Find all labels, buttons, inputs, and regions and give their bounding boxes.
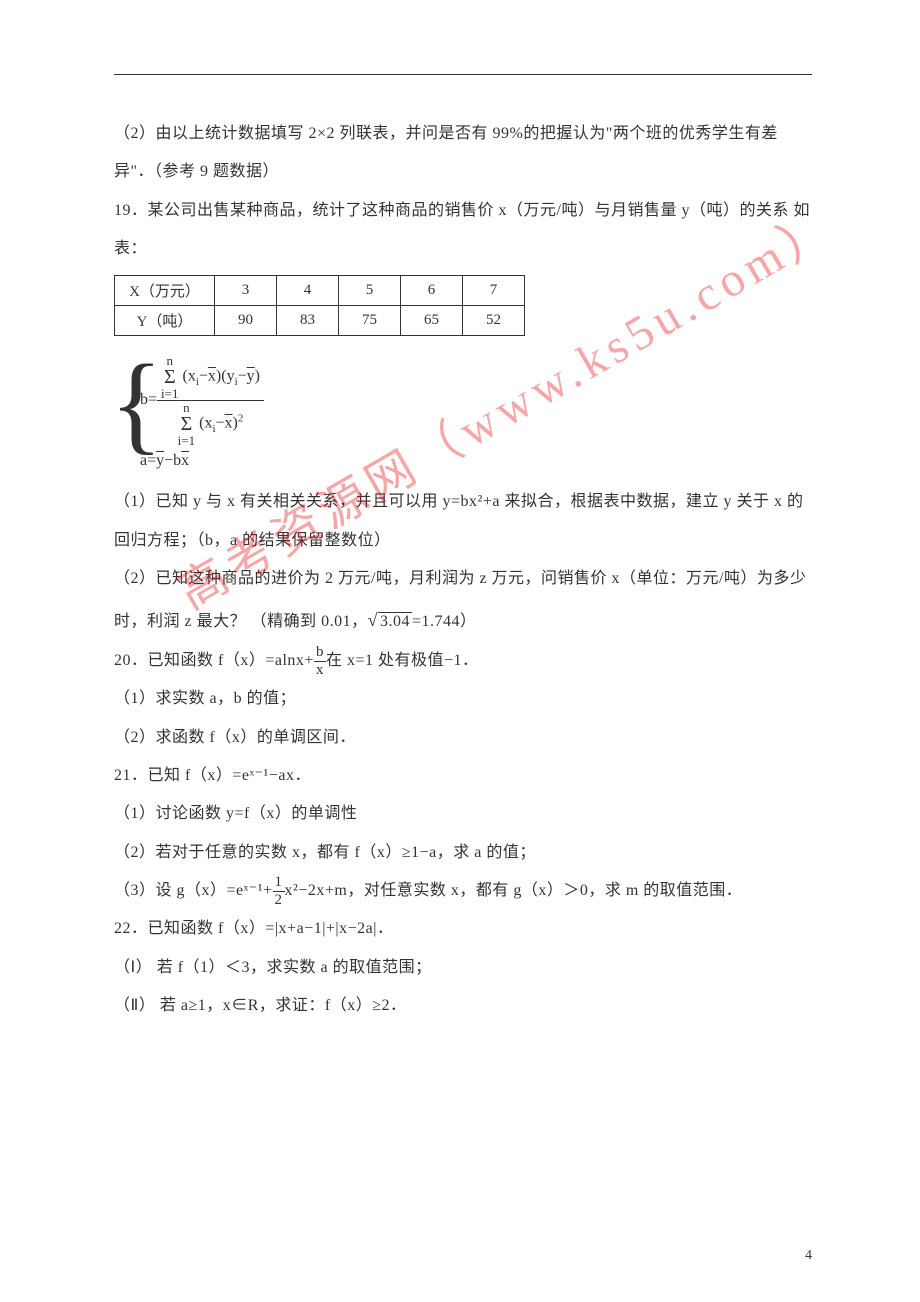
question-21-part1: （1）讨论函数 y=f（x）的单调性 [114,795,812,833]
question-19-part1: （1）已知 y 与 x 有关相关关系，并且可以用 y=bx²+a 来拟合，根据表… [114,483,812,560]
table-cell: 4 [277,275,339,305]
table-cell: 90 [215,305,277,335]
question-19-part2: （2）已知这种商品的进价为 2 万元/吨，月利润为 z 万元，问销售价 x（单位… [114,560,812,642]
question-19-intro: 19．某公司出售某种商品，统计了这种商品的销售价 x（万元/吨）与月销售量 y（… [114,192,812,269]
fraction: 12 [273,874,285,908]
table-cell: 83 [277,305,339,335]
regression-formula: { b= n Σ i=1 (xi−x)(yi−y) n [114,348,274,478]
page-number: 4 [805,1248,812,1264]
question-20-part2: （2）求函数 f（x）的单调区间． [114,719,812,757]
table-row: Y（吨） 90 83 75 65 52 [115,305,525,335]
fraction: n Σ i=1 (xi−x)(yi−y) n Σ i=1 (xi−x)2 [157,354,264,447]
question-22-part2: （Ⅱ） 若 a≥1，x∈R，求证：f（x）≥2． [114,987,812,1025]
top-rule [114,74,812,75]
q20-text-a: 20．已知函数 f（x）=alnx+ [114,652,314,669]
table-cell: 65 [401,305,463,335]
table-cell: 5 [339,275,401,305]
question-20-part1: （1）求实数 a，b 的值； [114,680,812,718]
q19-2-text-b: =1.744） [412,613,477,630]
left-brace-icon: { [110,348,163,478]
fraction: bx [314,644,326,678]
table-cell: 6 [401,275,463,305]
question-22-intro: 22．已知函数 f（x）=|x+a−1|+|x−2a|． [114,910,812,948]
sigma-icon: n Σ i=1 [178,401,195,447]
document-page: 高考资源网（www.ks5u.com） （2）由以上统计数据填写 2×2 列联表… [0,0,920,1026]
question-18-part2: （2）由以上统计数据填写 2×2 列联表，并问是否有 99%的把握认为"两个班的… [114,115,812,192]
sigma-icon: n Σ i=1 [161,354,178,400]
table-cell: 3 [215,275,277,305]
sqrt-icon: 3.04 [368,599,412,642]
question-21-intro: 21．已知 f（x）=eˣ⁻¹−ax． [114,757,812,795]
table-header-x: X（万元） [115,275,215,305]
table-cell: 52 [463,305,525,335]
question-21-part2: （2）若对于任意的实数 x，都有 f（x）≥1−a，求 a 的值； [114,834,812,872]
table-cell: 7 [463,275,525,305]
question-22-part1: （Ⅰ） 若 f（1）＜3，求实数 a 的取值范围； [114,949,812,987]
q21-3-text-a: （3）设 g（x）=eˣ⁻¹+ [114,882,273,899]
data-table: X（万元） 3 4 5 6 7 Y（吨） 90 83 75 65 52 [114,275,525,336]
q20-text-b: 在 x=1 处有极值−1． [326,652,479,669]
q21-3-text-b: x²−2x+m，对任意实数 x，都有 g（x）＞0，求 m 的取值范围． [285,882,743,899]
question-21-part3: （3）设 g（x）=eˣ⁻¹+12x²−2x+m，对任意实数 x，都有 g（x）… [114,872,812,910]
table-row: X（万元） 3 4 5 6 7 [115,275,525,305]
table-cell: 75 [339,305,401,335]
question-20-intro: 20．已知函数 f（x）=alnx+bx在 x=1 处有极值−1． [114,642,812,680]
table-header-y: Y（吨） [115,305,215,335]
